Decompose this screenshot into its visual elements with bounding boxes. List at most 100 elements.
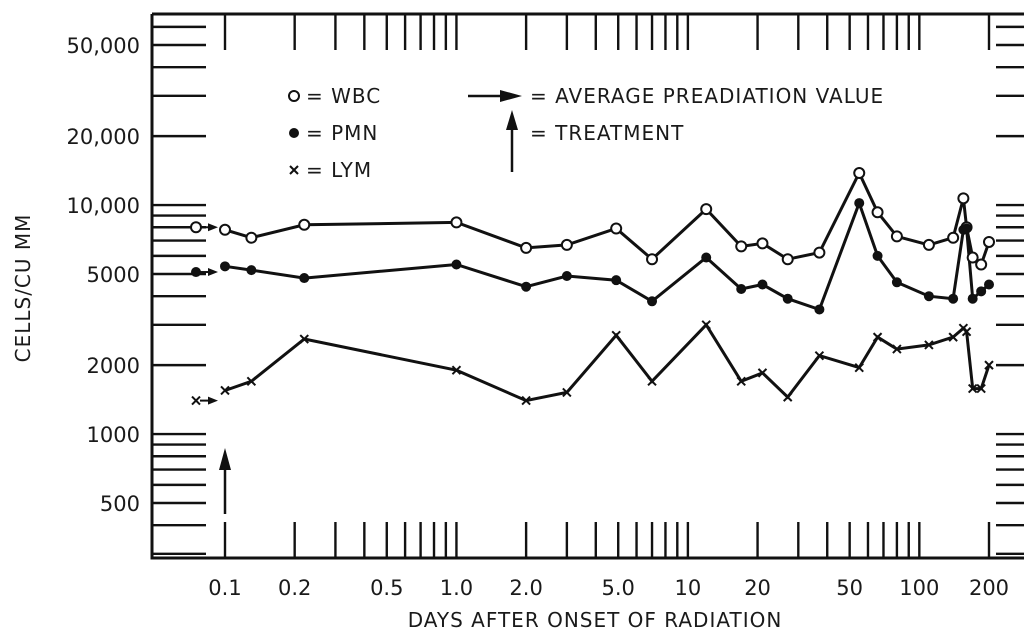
point-lym <box>562 387 572 398</box>
point-pmn <box>872 250 883 261</box>
y-tick-label: 20,000 <box>67 125 140 149</box>
point-pmn <box>923 291 934 302</box>
point-lym <box>967 383 978 394</box>
point-wbc <box>610 222 623 235</box>
point-pmn <box>854 198 865 209</box>
series-markers-group <box>219 167 995 406</box>
series-line-lym <box>224 322 991 403</box>
point-pmn <box>246 265 257 276</box>
point-wbc <box>975 258 988 271</box>
point-lym <box>647 376 657 386</box>
point-lym <box>220 385 230 396</box>
x-tick-label: 200 <box>969 576 1009 600</box>
point-wbc <box>560 238 573 251</box>
point-lym <box>451 365 462 375</box>
point-pmn <box>701 252 712 263</box>
point-wbc <box>520 241 533 254</box>
point-wbc <box>756 237 769 250</box>
y-tick-label: 5000 <box>87 263 140 287</box>
legend: = WBC = PMN = LYM = AVERAGE PREADIATION … <box>288 84 883 182</box>
legend-wbc-marker <box>288 90 300 102</box>
point-wbc <box>700 203 713 216</box>
x-tick-label: 10 <box>675 576 702 600</box>
legend-lym-marker <box>289 165 299 175</box>
point-wbc <box>853 167 866 180</box>
point-pmn <box>782 293 793 304</box>
point-pmn <box>948 293 959 304</box>
point-wbc <box>871 206 884 219</box>
point-lym <box>299 334 309 344</box>
point-wbc <box>890 230 903 243</box>
x-tick-label: 5.0 <box>602 576 635 600</box>
preradiation-arrow-wbc <box>190 221 218 234</box>
legend-wbc-text: = WBC <box>306 84 381 108</box>
point-pmn <box>961 223 972 234</box>
legend-lym-text: = LYM <box>306 158 372 182</box>
x-tick-label: 1.0 <box>440 576 473 600</box>
point-wbc <box>781 253 794 266</box>
point-wbc <box>983 235 995 248</box>
point-lym <box>736 376 746 386</box>
point-wbc <box>813 246 826 259</box>
point-lym <box>757 368 768 378</box>
point-wbc <box>957 192 970 205</box>
x-tick-label: 100 <box>899 576 939 600</box>
point-wbc <box>735 240 748 253</box>
y-tick-label: 2000 <box>87 354 140 378</box>
point-lym <box>961 326 972 337</box>
point-pmn <box>814 304 825 315</box>
treatment-arrow-icon <box>219 448 231 514</box>
point-wbc <box>245 231 258 244</box>
point-lym <box>984 360 994 370</box>
x-tick-label: 0.2 <box>278 576 311 600</box>
preradiation-arrow-pmn <box>191 267 218 278</box>
point-lym <box>872 332 883 342</box>
point-pmn <box>757 279 768 290</box>
preradiation-arrow-lym <box>191 395 218 406</box>
point-pmn <box>647 296 658 307</box>
series-lines-group <box>224 169 991 403</box>
point-lym <box>924 340 934 350</box>
point-pmn <box>976 286 987 297</box>
point-wbc <box>450 216 463 229</box>
point-wbc <box>646 253 659 266</box>
legend-pmn-marker <box>289 128 299 138</box>
point-pmn <box>451 259 462 270</box>
tick-labels-group: 0.1 0.2 0.5 1.0 2.0 5.0 10 20 50 100 200 500 1000 200… <box>67 34 1010 600</box>
y-tick-label: 1000 <box>87 423 140 447</box>
y-tick-label: 50,000 <box>67 34 140 58</box>
arrow-up-icon <box>506 110 518 172</box>
point-lym <box>611 330 621 340</box>
point-pmn <box>736 283 747 294</box>
point-wbc <box>298 218 311 231</box>
arrow-up-annotation: = TREATMENT <box>530 121 684 145</box>
point-lym <box>814 350 825 361</box>
point-pmn <box>891 277 902 288</box>
point-lym <box>701 320 711 330</box>
point-wbc <box>966 251 979 264</box>
y-tick-label: 500 <box>100 492 140 516</box>
arrow-right-icon <box>468 90 522 102</box>
x-tick-label: 50 <box>836 576 863 600</box>
ticks-group <box>152 14 1024 558</box>
point-pmn <box>299 273 310 284</box>
legend-pmn-text: = PMN <box>306 121 378 145</box>
y-tick-label: 10,000 <box>67 194 140 218</box>
preradiation-arrows-group <box>190 221 218 406</box>
axes-group <box>150 12 1024 560</box>
point-lym <box>246 376 257 386</box>
plot-frame <box>150 12 1024 560</box>
y-axis-label: CELLS/CU MM <box>11 214 35 363</box>
point-wbc <box>219 223 231 236</box>
point-pmn <box>967 293 978 304</box>
point-pmn <box>521 281 532 292</box>
point-lym <box>783 392 793 402</box>
x-tick-label: 20 <box>744 576 771 600</box>
x-tick-label: 2.0 <box>509 576 542 600</box>
point-pmn <box>611 275 622 286</box>
point-lym <box>976 383 986 394</box>
point-wbc <box>922 238 935 251</box>
point-lym <box>892 344 902 354</box>
point-lym <box>854 362 864 373</box>
